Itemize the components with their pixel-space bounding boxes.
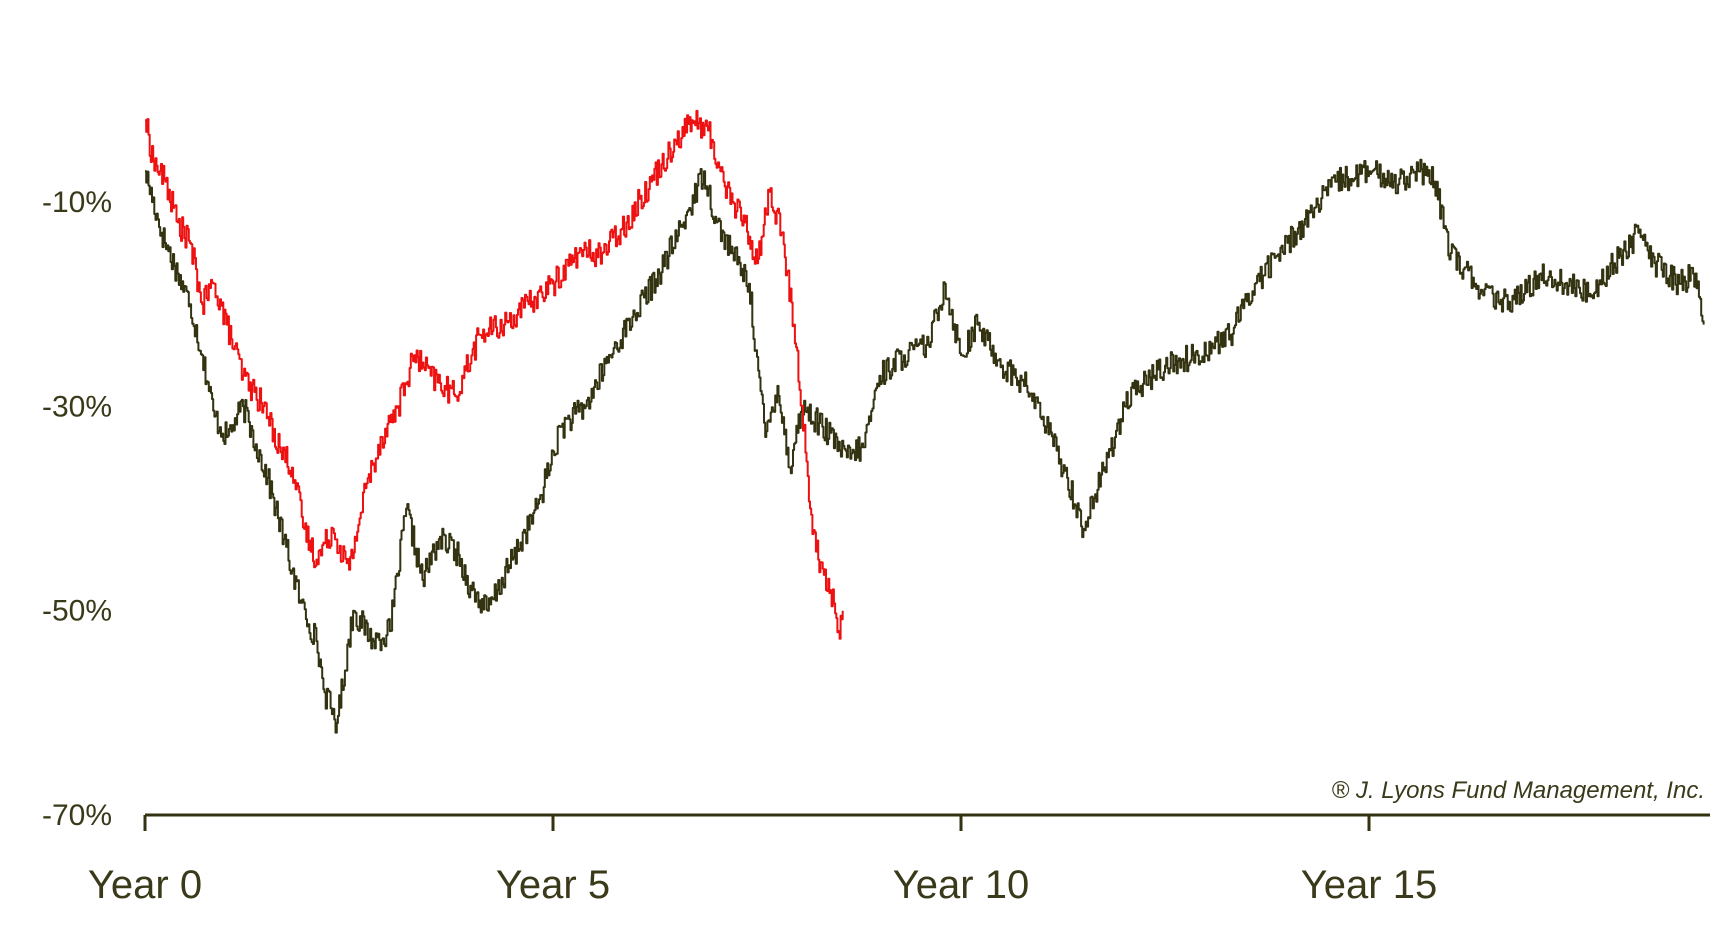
y-tick-label-3: -70% [42,799,112,832]
copyright-annotation: ® J. Lyons Fund Management, Inc. [1332,777,1705,804]
x-tick-label-1: Year 5 [496,863,610,907]
x-tick-label-3: Year 15 [1301,863,1437,907]
x-tick-label-0: Year 0 [88,863,202,907]
series-layer [145,109,1705,734]
y-tick-label-1: -30% [42,390,112,423]
x-tick-label-2: Year 10 [893,863,1029,907]
y-tick-label-2: -50% [42,595,112,628]
y-ticks: -10% -30% -50% -70% [42,186,112,832]
y-tick-label-0: -10% [42,186,112,219]
series-line-1 [145,109,844,640]
series-line-0 [145,158,1705,734]
x-ticks: Year 0 Year 5 Year 10 Year 15 [88,815,1437,907]
